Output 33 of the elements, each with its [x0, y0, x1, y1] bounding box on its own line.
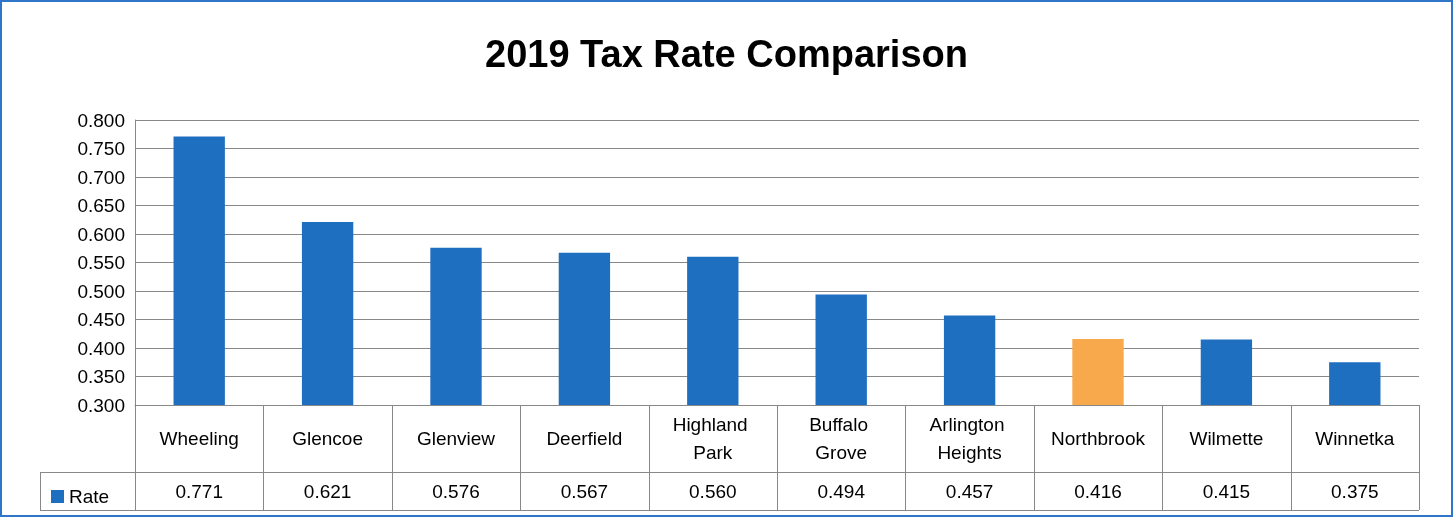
y-tick-label: 0.550 — [77, 252, 125, 273]
text: 0.416 — [1074, 480, 1122, 502]
x-tick-label: Wheeling — [159, 428, 239, 449]
x-tick-label: Highland Park — [672, 414, 753, 463]
y-tick-label: 0.350 — [77, 366, 125, 387]
x-tick-label: Buffalo Grove — [809, 414, 874, 463]
y-tick-label: 0.600 — [77, 223, 125, 245]
text: 0.375 — [1331, 480, 1379, 502]
x-tick-label: Deerfield — [546, 428, 623, 449]
legend-label: Rate — [69, 486, 110, 507]
y-tick-label: 0.800 — [77, 109, 125, 131]
text: 0.621 — [303, 480, 352, 502]
y-tick-label: 0.450 — [77, 309, 125, 330]
text: 0.415 — [1202, 480, 1251, 502]
y-tick-label: 0.750 — [77, 138, 125, 159]
text: 0.567 — [560, 480, 609, 502]
y-tick-label: 0.300 — [77, 394, 125, 416]
x-tick-label: Northbrook — [1051, 428, 1146, 449]
y-tick-label: 0.700 — [77, 166, 125, 188]
text: 0.771 — [175, 480, 223, 502]
x-tick-label: Winnetka — [1315, 428, 1395, 449]
x-tick-label: Arlington Heights — [929, 414, 1010, 463]
y-tick-label: 0.500 — [77, 280, 125, 302]
y-tick-label: 0.650 — [77, 195, 125, 216]
chart-title: 2019 Tax Rate Comparison — [485, 33, 968, 75]
x-tick-label: Glencoe — [292, 428, 363, 449]
x-tick-label: Glenview — [416, 428, 496, 449]
text: 0.457 — [945, 480, 994, 502]
text: 0.560 — [689, 480, 737, 502]
y-tick-label: 0.400 — [77, 337, 125, 359]
x-tick-label: Wilmette — [1189, 428, 1264, 449]
text: 0.576 — [432, 480, 480, 502]
text: 0.494 — [817, 480, 865, 502]
